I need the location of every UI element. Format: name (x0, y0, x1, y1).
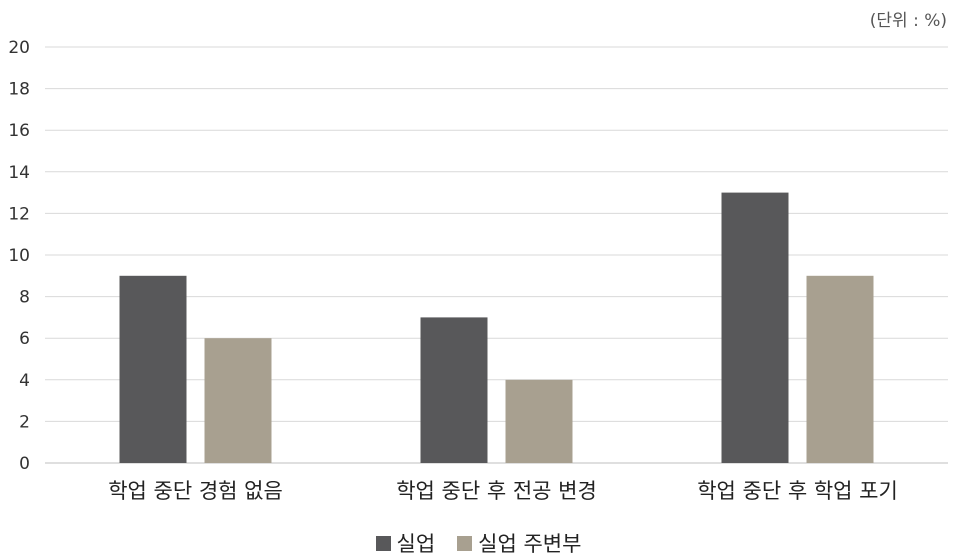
y-tick-label: 6 (19, 329, 30, 349)
bar-0-1 (204, 338, 272, 463)
y-tick-label: 16 (8, 121, 30, 141)
x-category-label: 학업 중단 경험 없음 (108, 479, 283, 503)
legend-label-series-0: 실업 (396, 532, 436, 556)
x-category-label: 학업 중단 후 학업 포기 (697, 479, 898, 503)
legend-swatch-series-1 (457, 535, 473, 551)
y-tick-label: 0 (19, 454, 30, 474)
y-tick-label: 4 (19, 371, 30, 391)
y-tick-label: 20 (8, 38, 30, 58)
unit-note: (단위 : %) (869, 11, 947, 31)
bar-1-1 (505, 379, 573, 463)
legend-swatch-series-0 (375, 535, 391, 551)
y-tick-label: 10 (8, 246, 30, 266)
legend-item-series-0: 실업 (375, 528, 436, 558)
x-axis-labels: 학업 중단 경험 없음 학업 중단 후 전공 변경 학업 중단 후 학업 포기 (108, 479, 898, 503)
y-tick-label: 2 (19, 412, 30, 432)
bar-chart: 0 2 4 6 8 10 12 14 16 18 20 학업 중단 경험 없음 학업 중단 후 전공 … (8, 38, 948, 503)
y-axis-ticks: 0 2 4 6 8 10 12 14 16 18 20 (8, 38, 30, 474)
bar-2-0 (721, 192, 789, 463)
x-category-label: 학업 중단 후 전공 변경 (396, 479, 597, 503)
gridlines (45, 46, 948, 464)
y-tick-label: 8 (19, 288, 30, 308)
y-tick-label: 12 (8, 204, 30, 224)
y-tick-label: 14 (8, 163, 30, 183)
bar-1-0 (420, 317, 488, 463)
legend-item-series-1: 실업 주변부 (457, 528, 581, 558)
y-tick-label: 18 (8, 80, 30, 100)
legend: 실업 실업 주변부 (0, 528, 957, 558)
bars (119, 192, 874, 463)
bar-0-0 (119, 275, 187, 463)
bar-2-1 (806, 275, 874, 463)
legend-label-series-1: 실업 주변부 (478, 532, 582, 556)
